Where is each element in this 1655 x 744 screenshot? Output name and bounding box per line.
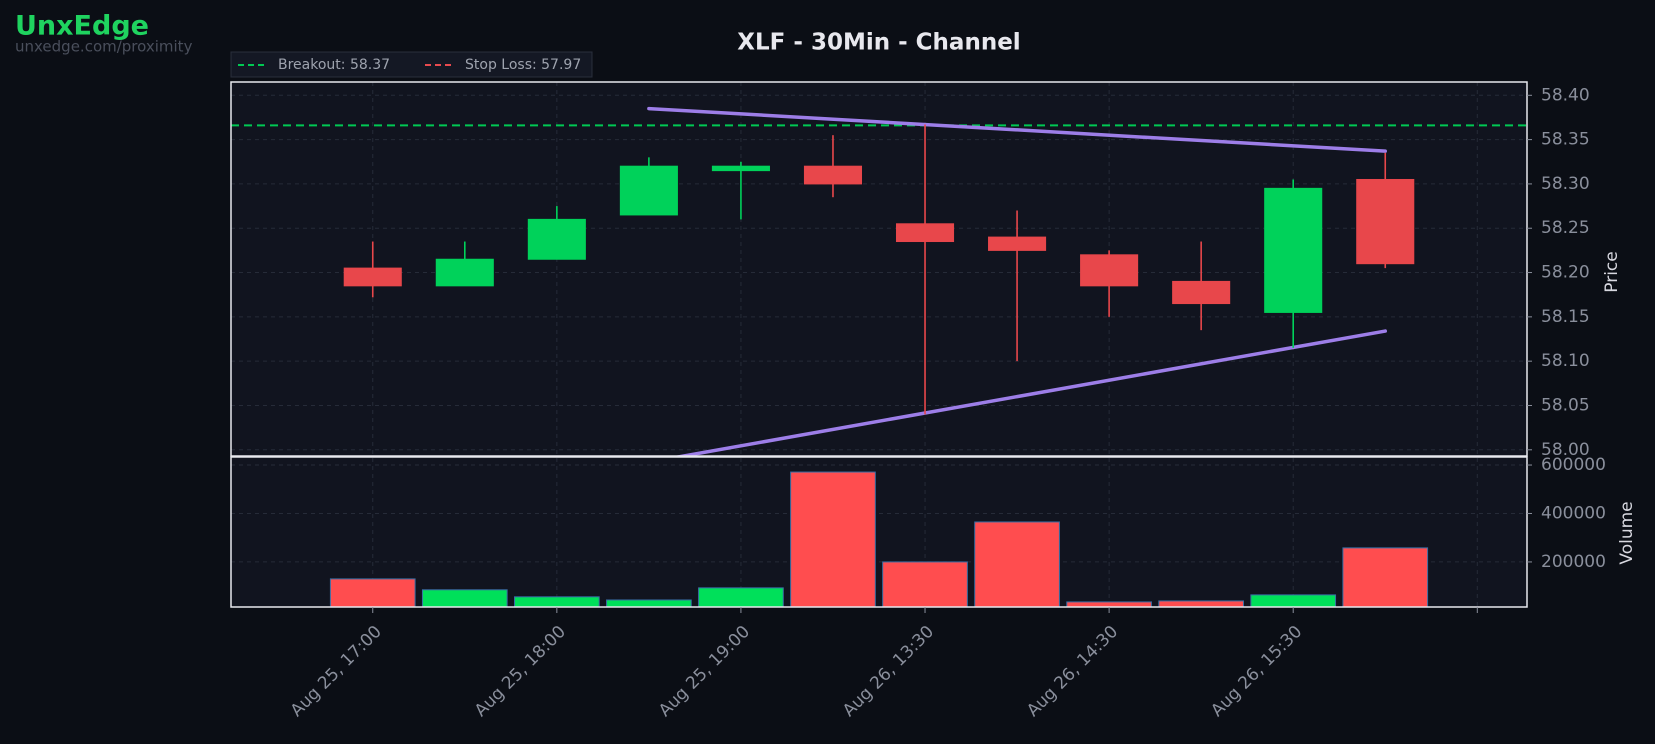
chart-title: XLF - 30Min - Channel [737, 30, 1020, 56]
candle-body [343, 267, 402, 287]
channel-line [647, 106, 1387, 153]
y-tick-label: 58.30 [1541, 174, 1590, 194]
volume-tick-label: 400000 [1541, 503, 1606, 523]
volume-tick-label: 200000 [1541, 552, 1606, 572]
volume-bar [1250, 594, 1337, 608]
volume-bar [790, 471, 876, 608]
candle-body [711, 165, 770, 172]
legend-label: Stop Loss: 57.97 [465, 57, 581, 73]
volume-frame [230, 456, 1528, 608]
y-tick-label: 58.35 [1541, 130, 1590, 150]
candle-body [1080, 254, 1139, 287]
channel-line [673, 329, 1387, 456]
volume-bar [514, 596, 600, 608]
brand-url: unxedge.com/proximity [15, 38, 193, 56]
y-tick-label: 58.15 [1541, 307, 1590, 327]
candle-body [435, 258, 494, 287]
y-tick-label: 58.25 [1541, 218, 1590, 238]
volume-bar [329, 578, 416, 608]
legend-label: Breakout: 58.37 [278, 57, 390, 73]
volume-bar [421, 589, 508, 608]
brand-name: UnxEdge [15, 11, 149, 42]
candle-body [988, 236, 1047, 251]
candle-body [1172, 280, 1231, 305]
legend [230, 51, 593, 78]
volume-bar [1158, 600, 1245, 608]
volume-bar [882, 561, 968, 608]
y-tick-label: 58.20 [1541, 263, 1590, 283]
y-tick-label: 58.40 [1541, 85, 1590, 105]
candle-body [1356, 178, 1415, 265]
volume-tick-label: 600000 [1541, 455, 1606, 475]
y-tick-label: 58.00 [1541, 440, 1590, 460]
price-frame [230, 81, 1528, 457]
candle-body [895, 223, 955, 243]
candle-body [1264, 187, 1323, 313]
volume-bar [974, 521, 1060, 608]
volume-bar [698, 587, 784, 608]
volume-bar [1066, 601, 1152, 608]
volume-bar [606, 599, 692, 608]
y-tick-label: 58.10 [1541, 351, 1590, 371]
volume-panel [231, 458, 1527, 607]
y-axis-label: Price [1602, 251, 1622, 292]
candle-body [527, 218, 586, 260]
y-tick-label: 58.05 [1541, 395, 1590, 415]
volume-axis-label: Volume [1617, 501, 1637, 564]
volume-bar [1342, 547, 1429, 608]
price-panel [231, 82, 1527, 456]
candle-body [619, 165, 678, 216]
candle-body [803, 165, 863, 185]
